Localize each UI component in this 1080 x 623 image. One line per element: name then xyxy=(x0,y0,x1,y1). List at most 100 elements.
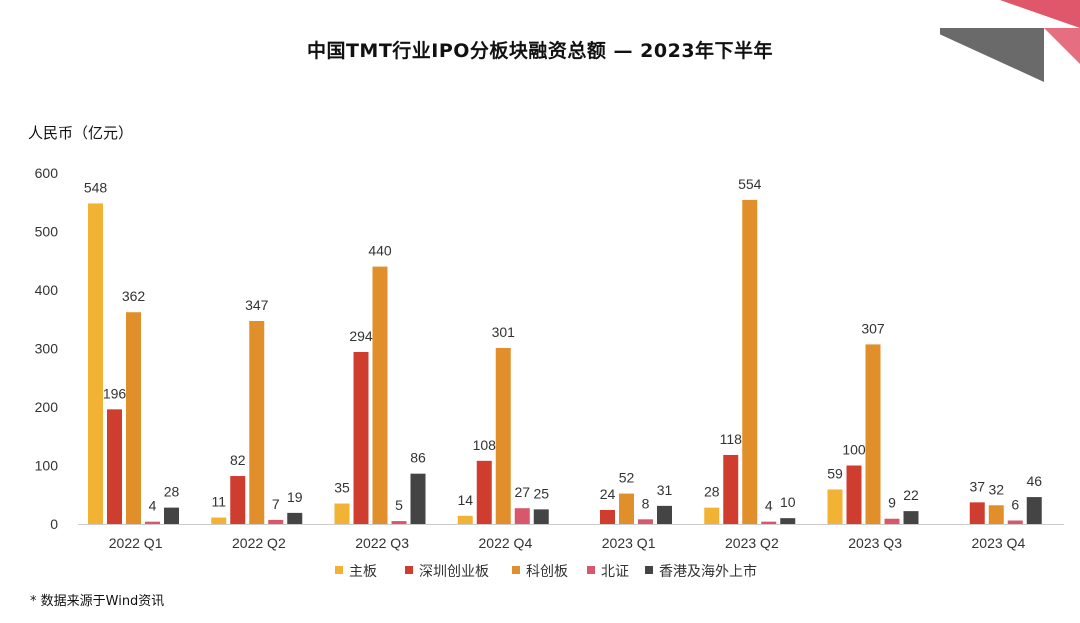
x-tick-label: 2023 Q2 xyxy=(725,535,779,551)
data-label: 100 xyxy=(842,442,866,458)
y-tick-label: 400 xyxy=(35,282,59,298)
bar xyxy=(457,515,473,524)
bar xyxy=(514,508,530,524)
bar xyxy=(410,473,426,524)
bar xyxy=(353,352,369,524)
data-label: 301 xyxy=(492,324,516,340)
bar xyxy=(846,465,862,524)
data-label: 347 xyxy=(245,297,269,313)
x-tick-label: 2023 Q1 xyxy=(602,535,656,551)
legend-label: 科创板 xyxy=(526,564,568,580)
data-label: 5 xyxy=(395,497,403,513)
chart-title: 中国TMT行业IPO分板块融资总额 — 2023年下半年 xyxy=(306,40,774,62)
bar xyxy=(476,460,492,524)
data-label: 554 xyxy=(738,176,762,192)
y-tick-label: 100 xyxy=(35,458,59,474)
source-note: * 数据来源于Wind资讯 xyxy=(30,594,165,609)
data-label: 118 xyxy=(720,431,743,447)
legend-swatch xyxy=(405,566,413,574)
data-label: 196 xyxy=(103,385,127,401)
bar xyxy=(619,493,634,524)
y-tick-label: 600 xyxy=(35,165,59,181)
bar xyxy=(495,347,511,524)
data-label: 31 xyxy=(657,482,673,498)
legend-swatch xyxy=(512,566,520,574)
data-label: 10 xyxy=(780,494,796,510)
data-label: 86 xyxy=(410,450,426,466)
bar xyxy=(884,518,900,524)
data-label: 4 xyxy=(149,498,157,514)
data-label: 25 xyxy=(533,485,549,501)
bar xyxy=(249,321,265,524)
bar xyxy=(533,509,549,524)
data-label: 82 xyxy=(230,452,246,468)
legend-label: 主板 xyxy=(349,564,377,580)
data-label: 52 xyxy=(619,470,635,486)
bar xyxy=(969,502,985,524)
x-tick-label: 2022 Q2 xyxy=(232,535,286,551)
data-label: 14 xyxy=(457,492,473,508)
data-label: 294 xyxy=(349,328,373,344)
bar xyxy=(88,203,103,525)
data-label: 9 xyxy=(888,495,896,511)
legend-label: 香港及海外上市 xyxy=(659,563,757,580)
data-label: 27 xyxy=(514,484,530,500)
bar xyxy=(780,518,796,524)
deco-pink-triangle-top xyxy=(1000,0,1080,28)
y-axis-unit-label: 人民币（亿元） xyxy=(28,124,134,142)
bar xyxy=(334,503,350,524)
y-tick-label: 300 xyxy=(35,341,59,357)
bar xyxy=(287,512,303,524)
data-label: 46 xyxy=(1026,473,1042,489)
data-label: 28 xyxy=(704,484,720,500)
data-label: 28 xyxy=(164,484,180,500)
data-label: 37 xyxy=(969,478,985,494)
bar xyxy=(164,507,179,524)
legend-label: 深圳创业板 xyxy=(419,564,489,580)
bar xyxy=(704,507,720,524)
x-tick-label: 2023 Q3 xyxy=(848,535,902,551)
data-label: 24 xyxy=(600,486,616,502)
data-label: 35 xyxy=(334,480,350,496)
bar xyxy=(126,312,141,524)
data-label: 307 xyxy=(861,320,885,336)
bar xyxy=(657,505,672,524)
data-label: 59 xyxy=(827,465,843,481)
data-label: 19 xyxy=(287,489,303,505)
bar xyxy=(230,476,246,524)
data-label: 11 xyxy=(211,494,226,510)
bar xyxy=(1026,497,1042,524)
data-label: 440 xyxy=(368,243,392,259)
data-label: 548 xyxy=(84,179,108,195)
x-tick-label: 2022 Q1 xyxy=(109,535,163,551)
deco-pink-triangle-right xyxy=(1044,28,1080,64)
data-label: 4 xyxy=(765,498,773,514)
data-label: 32 xyxy=(988,481,1004,497)
legend-swatch xyxy=(645,566,653,574)
data-label: 6 xyxy=(1011,496,1019,512)
bar xyxy=(145,521,160,524)
y-tick-label: 0 xyxy=(50,516,58,532)
bar xyxy=(761,521,777,524)
x-tick-label: 2022 Q4 xyxy=(479,535,533,551)
bar xyxy=(723,454,739,524)
bar xyxy=(827,489,843,524)
corner-decoration xyxy=(940,0,1080,82)
bar xyxy=(107,409,122,524)
data-label: 8 xyxy=(642,495,650,511)
data-label: 362 xyxy=(122,288,146,304)
y-tick-label: 200 xyxy=(35,399,59,415)
data-label: 22 xyxy=(903,487,919,503)
bar xyxy=(211,517,227,524)
data-label: 7 xyxy=(272,496,280,512)
deco-gray-triangle xyxy=(940,28,1044,82)
legend-label: 北证 xyxy=(601,564,629,580)
y-tick-label: 500 xyxy=(35,224,59,240)
legend-swatch xyxy=(335,566,343,574)
bar xyxy=(988,505,1004,524)
legend-swatch xyxy=(587,566,595,574)
data-label: 108 xyxy=(473,437,497,453)
bar xyxy=(600,509,615,524)
x-tick-label: 2023 Q4 xyxy=(972,535,1026,551)
